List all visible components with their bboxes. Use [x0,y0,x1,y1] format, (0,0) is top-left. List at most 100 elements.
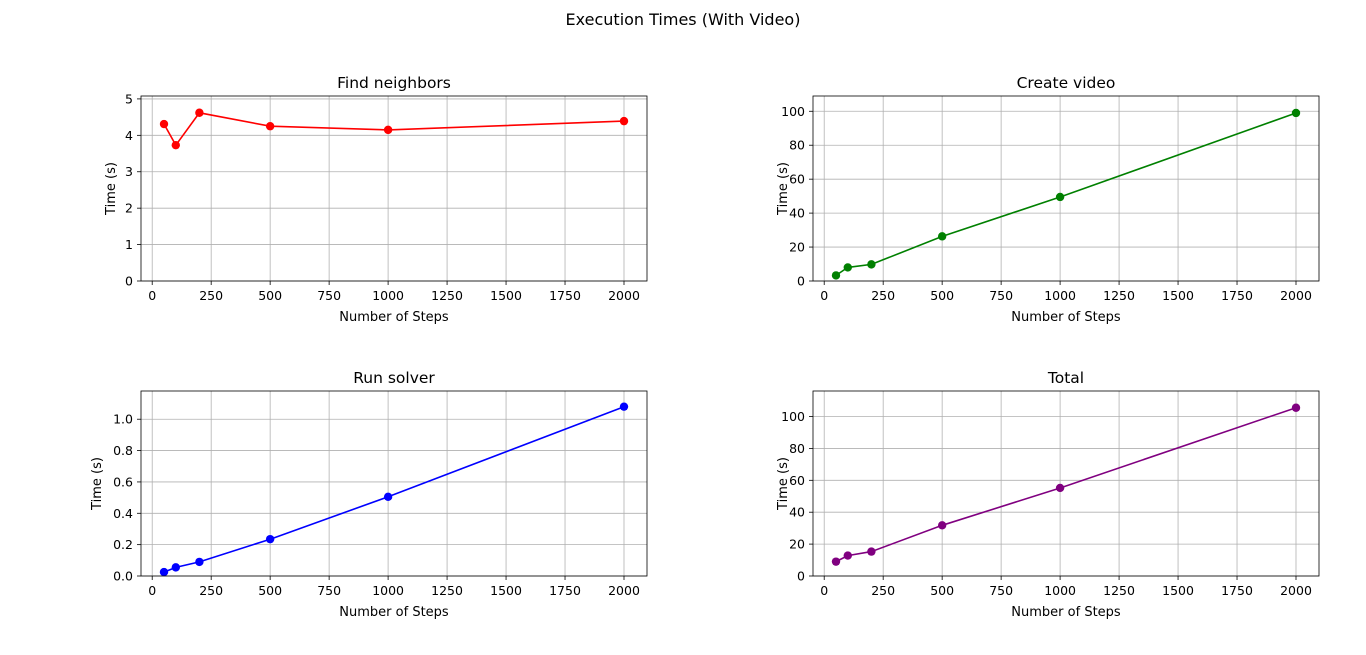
data-point [195,557,204,567]
data-point [831,557,841,566]
x-tick-label: 250 [871,288,895,303]
subplot-title: Total [1047,369,1084,387]
y-tick-label: 80 [789,441,805,456]
x-tick-label: 1500 [490,288,522,303]
y-axis-label: Time (s) [776,457,791,511]
y-tick-label: 3 [125,164,133,179]
x-tick-label: 500 [258,288,282,303]
y-tick-label: 0.0 [113,569,133,584]
axes-frame [140,95,648,282]
x-tick-label: 500 [930,583,954,598]
data-point [1291,108,1301,118]
y-tick-label: 20 [789,240,805,255]
subplot-3: 0 250 500 750 1000 1250 1500 1750 2000 0.0 0.2 0.4 0… [90,369,648,620]
y-tick-label: 100 [781,104,805,119]
data-point [843,263,852,272]
data-point [1291,403,1301,412]
y-axis-label: Time (s) [776,162,791,216]
x-tick-label: 500 [930,288,954,303]
figure-title: Execution Times (With Video) [565,10,801,29]
x-tick-label: 0 [148,583,156,598]
y-tick-label: 60 [789,473,805,488]
x-tick-label: 2000 [608,583,640,598]
x-tick-label: 0 [820,288,828,303]
series-line [163,405,625,573]
data-point [171,140,180,150]
y-tick-label: 100 [781,409,805,424]
x-tick-label: 750 [989,288,1013,303]
subplot-title: Find neighbors [337,74,451,92]
y-tick-label: 5 [125,91,133,106]
x-tick-label: 1000 [372,288,404,303]
y-axis-label: Time (s) [104,162,119,216]
subplot-4: 0 250 500 750 1000 1250 1500 1750 2000 0 20 40 60 80 1… [776,369,1320,620]
data-point [1055,192,1065,202]
subplot-title: Create video [1017,74,1116,92]
axes-frame [812,95,1320,282]
series-line [835,406,1297,563]
x-axis-label: Number of Steps [1011,605,1121,620]
subplot-1: 0 250 500 750 1000 1250 1500 1750 2000 0 1 2 3 4 5 Find… [104,74,648,325]
y-tick-label: 0 [125,274,133,289]
y-tick-label: 1.0 [113,412,133,427]
x-axis-label: Number of Steps [1011,310,1121,325]
x-tick-label: 1000 [1044,583,1076,598]
data-point [171,563,180,572]
x-tick-label: 1750 [1221,288,1253,303]
x-tick-label: 1250 [1103,583,1135,598]
data-point [159,567,169,577]
y-tick-label: 0 [797,274,805,289]
y-tick-label: 0.8 [113,443,133,458]
x-tick-label: 1750 [1221,583,1253,598]
y-tick-label: 20 [789,537,805,552]
x-tick-label: 250 [871,583,895,598]
axes-frame [140,390,648,577]
data-point [831,271,841,280]
x-axis-label: Number of Steps [339,310,449,325]
x-tick-label: 2000 [1280,583,1312,598]
data-point [867,547,876,556]
y-tick-label: 0.2 [113,537,133,552]
x-tick-label: 0 [148,288,156,303]
data-point [867,260,876,269]
x-tick-label: 0 [820,583,828,598]
data-point [937,521,947,530]
x-tick-label: 500 [258,583,282,598]
y-axis-label: Time (s) [90,457,105,511]
x-tick-label: 1250 [1103,288,1135,303]
y-tick-label: 1 [125,237,133,252]
x-tick-label: 1250 [431,288,463,303]
x-tick-label: 2000 [1280,288,1312,303]
y-tick-label: 0.6 [113,474,133,489]
series-line [835,112,1297,277]
subplot-2: 0 250 500 750 1000 1250 1500 1750 2000 0 20 40 60 80 1… [776,74,1320,325]
data-point [159,119,169,129]
x-tick-label: 1750 [549,583,581,598]
x-tick-label: 250 [199,288,223,303]
x-tick-label: 1500 [1162,583,1194,598]
data-point [195,108,204,117]
x-tick-label: 1000 [372,583,404,598]
x-tick-label: 1250 [431,583,463,598]
y-tick-label: 80 [789,138,805,153]
x-tick-label: 750 [317,288,341,303]
x-tick-label: 2000 [608,288,640,303]
data-point [843,551,852,560]
data-point [937,232,947,241]
data-point [265,534,275,544]
subplot-title: Run solver [353,369,435,387]
data-point [1055,483,1065,493]
x-tick-label: 250 [199,583,223,598]
x-tick-label: 1000 [1044,288,1076,303]
data-point [265,122,275,131]
y-tick-label: 4 [125,128,133,143]
axes-frame [812,390,1320,577]
x-tick-label: 1500 [490,583,522,598]
y-tick-label: 2 [125,201,133,216]
x-tick-label: 750 [317,583,341,598]
data-point [619,116,629,126]
y-tick-label: 60 [789,172,805,187]
y-tick-label: 40 [789,505,805,520]
x-tick-label: 1750 [549,288,581,303]
